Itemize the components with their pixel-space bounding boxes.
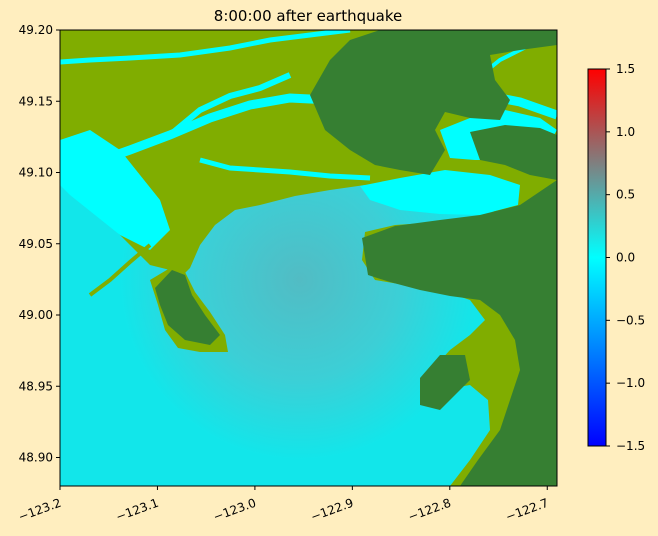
langley-highland	[470, 125, 557, 180]
x-tick-label: −122.9	[309, 496, 356, 524]
colorbar-tick-label: 0.5	[616, 188, 635, 202]
y-tick-label: 49.15	[19, 94, 53, 108]
x-tick-label: −123.1	[114, 496, 161, 524]
x-tick-label: −122.8	[406, 496, 453, 524]
y-tick-label: 49.20	[19, 23, 53, 37]
colorbar-tick-label: 1.5	[616, 62, 635, 76]
white-rock-highland	[362, 180, 557, 486]
x-axis: −123.2 −123.1 −123.0 −122.9 −122.8 −122.7	[16, 486, 550, 524]
x-tick-label: −122.7	[504, 496, 551, 524]
blaine-highland	[420, 355, 470, 410]
colorbar-tick-label: −1.5	[616, 439, 645, 453]
western-mudflats	[60, 130, 170, 250]
plot-frame	[59, 29, 558, 487]
north-channel	[60, 30, 351, 65]
colorbar-tick-label: −1.0	[616, 376, 645, 390]
river-arm	[168, 72, 292, 138]
map-area	[60, 30, 557, 486]
y-tick-label: 48.90	[19, 451, 53, 465]
chart-title: 8:00:00 after earthquake	[214, 7, 402, 25]
colorbar	[587, 68, 607, 447]
surrey-highland	[310, 30, 557, 175]
x-tick-label: −123.0	[211, 496, 258, 524]
colorbar-axis: 1.5 1.0 0.5 0.0 −0.5 −1.0 −1.5	[606, 62, 645, 453]
tidal-channel	[199, 157, 371, 181]
colorbar-tick-label: 1.0	[616, 125, 635, 139]
y-tick-label: 48.95	[19, 379, 53, 393]
y-tick-label: 49.05	[19, 237, 53, 251]
spit-causeway	[88, 243, 152, 297]
mud-bay	[360, 170, 520, 215]
colorbar-tick-label: −0.5	[616, 313, 645, 327]
colorbar-tick-label: 0.0	[616, 251, 635, 265]
y-tick-label: 49.10	[19, 166, 53, 180]
y-tick-label: 49.00	[19, 308, 53, 322]
x-tick-label: −123.2	[16, 496, 63, 524]
y-axis: 48.90 48.95 49.00 49.05 49.10 49.15 49.20	[19, 23, 60, 465]
point-roberts-highland	[155, 270, 220, 345]
